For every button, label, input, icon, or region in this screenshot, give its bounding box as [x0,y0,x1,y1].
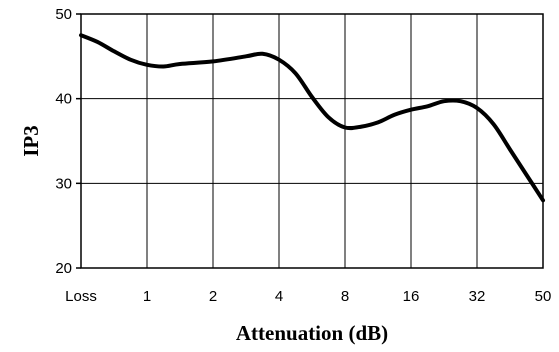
y-tick-label: 20 [55,260,72,277]
x-tick-label: 2 [209,288,217,305]
plot-area [80,13,544,269]
y-tick-label: 40 [55,91,72,108]
vertical-gridlines [146,14,478,268]
y-axis-title: IP3 [19,125,43,157]
x-tick-labels: Loss 1 2 4 8 16 32 50 [65,288,551,305]
x-tick-label: 50 [535,288,552,305]
ip3-series-line [79,33,545,203]
x-tick-label: 16 [403,288,420,305]
y-tick-label: 30 [55,175,72,192]
y-tick-label: 50 [55,6,72,23]
x-tick-label: 8 [341,288,349,305]
y-tick-labels: 20 30 40 50 [55,6,81,277]
x-axis-title: Attenuation (dB) [236,321,388,345]
x-tick-label: Loss [65,288,97,305]
x-tick-label: 32 [469,288,486,305]
x-tick-label: 4 [275,288,283,305]
x-tick-label: 1 [143,288,151,305]
